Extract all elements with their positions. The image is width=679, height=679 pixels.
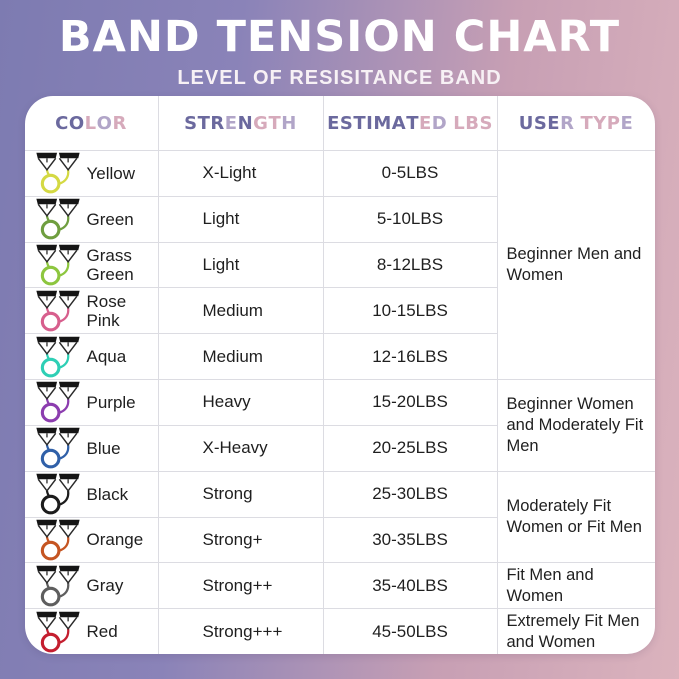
estimated-lbs-value: 0-5LBS bbox=[322, 150, 497, 196]
user-type-cell: Extremely Fit Men and Women bbox=[496, 608, 655, 654]
resistance-band-icon bbox=[35, 472, 81, 516]
strength-value: Light bbox=[157, 241, 323, 288]
color-name: Rose Pink bbox=[86, 291, 127, 330]
strength-value: Heavy bbox=[157, 379, 323, 425]
table-row-color-cell: Grass Green bbox=[24, 241, 158, 288]
estimated-lbs-value: 10-15LBS bbox=[322, 287, 497, 334]
strength-value: Strong++ bbox=[157, 562, 323, 609]
color-name: Red bbox=[86, 622, 118, 642]
user-type-cell: Beginner Men and Women bbox=[496, 150, 655, 380]
resistance-band-icon bbox=[35, 610, 81, 654]
table-row-color-cell: Red bbox=[24, 608, 158, 654]
color-name: Gray bbox=[86, 576, 124, 596]
table-row-color-cell: Black bbox=[24, 470, 158, 517]
user-type-cell: Fit Men and Women bbox=[496, 562, 655, 609]
resistance-band-icon bbox=[35, 197, 81, 241]
resistance-band-icon bbox=[35, 289, 81, 333]
color-name: Orange bbox=[86, 530, 144, 550]
table-row-color-cell: Orange bbox=[24, 516, 158, 563]
color-name: Grass Green bbox=[86, 246, 134, 285]
user-type-cell: Beginner Women and Moderately Fit Men bbox=[496, 379, 655, 471]
table-row-color-cell: Aqua bbox=[24, 333, 158, 379]
color-name: Purple bbox=[86, 392, 136, 412]
page-subtitle: LEVEL OF RESISITANCE BAND bbox=[177, 67, 502, 90]
table-row-color-cell: Purple bbox=[24, 379, 158, 425]
resistance-band-icon bbox=[35, 426, 81, 470]
table-row-color-cell: Blue bbox=[24, 424, 158, 471]
table-row-color-cell: Green bbox=[24, 195, 158, 242]
resistance-band-icon bbox=[35, 151, 81, 195]
table-row-color-cell: Gray bbox=[24, 562, 158, 608]
color-name: Black bbox=[86, 484, 129, 504]
estimated-lbs-value: 25-30LBS bbox=[322, 470, 497, 517]
estimated-lbs-value: 5-10LBS bbox=[322, 195, 497, 242]
resistance-band-icon bbox=[35, 564, 81, 608]
resistance-band-icon bbox=[35, 518, 81, 562]
resistance-band-icon bbox=[35, 335, 81, 379]
estimated-lbs-value: 35-40LBS bbox=[322, 562, 497, 609]
color-name: Yellow bbox=[86, 163, 136, 183]
strength-value: X-Light bbox=[157, 150, 323, 196]
strength-value: Strong+++ bbox=[157, 608, 323, 654]
user-type-cell: Moderately Fit Women or Fit Men bbox=[496, 470, 655, 563]
resistance-band-icon bbox=[35, 380, 81, 424]
table-row-color-cell: Rose Pink bbox=[24, 287, 158, 333]
strength-value: Strong bbox=[157, 470, 323, 517]
strength-value: Light bbox=[157, 195, 323, 242]
table-row-color-cell: Yellow bbox=[24, 150, 158, 196]
color-name: Blue bbox=[86, 438, 121, 458]
page-title: BAND TENSION CHART bbox=[58, 12, 621, 62]
page-header: BAND TENSION CHART LEVEL OF RESISITANCE … bbox=[0, 0, 679, 96]
estimated-lbs-value: 20-25LBS bbox=[322, 424, 497, 471]
color-name: Aqua bbox=[86, 347, 127, 367]
strength-value: Medium bbox=[157, 333, 323, 380]
strength-value: X-Heavy bbox=[157, 424, 323, 471]
strength-value: Medium bbox=[157, 287, 323, 334]
estimated-lbs-value: 15-20LBS bbox=[322, 379, 497, 425]
estimated-lbs-value: 45-50LBS bbox=[322, 608, 497, 654]
resistance-band-icon bbox=[35, 243, 81, 287]
strength-value: Strong+ bbox=[157, 516, 323, 563]
estimated-lbs-value: 12-16LBS bbox=[322, 333, 497, 380]
estimated-lbs-value: 8-12LBS bbox=[322, 241, 497, 288]
estimated-lbs-value: 30-35LBS bbox=[322, 516, 497, 563]
color-name: Green bbox=[86, 209, 134, 229]
